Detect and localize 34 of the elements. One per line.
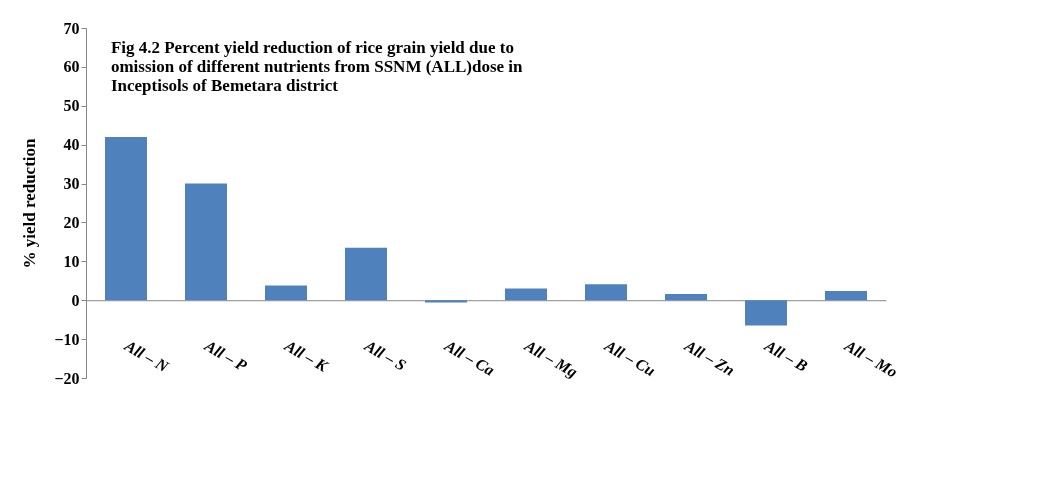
bar <box>265 285 307 301</box>
bar <box>505 288 547 301</box>
bar <box>185 183 227 301</box>
text: omission of different nutrients from SSNM (ALL)dose in <box>110 57 523 76</box>
bar <box>825 290 867 301</box>
x-tick-label: All – Mo <box>841 336 901 381</box>
bar <box>345 247 387 301</box>
x-tick-label: All – K <box>281 336 332 376</box>
text: Inceptisols of Bemetara district <box>110 76 338 95</box>
y-tick-label: −20 <box>54 369 80 387</box>
bar <box>425 300 467 303</box>
y-tick-label: 60 <box>63 58 80 76</box>
bar <box>745 300 787 326</box>
y-tick-label: 20 <box>63 213 80 231</box>
bar <box>585 284 627 301</box>
x-tick-label: All – Cu <box>601 336 659 380</box>
x-tick-label: All – Ca <box>441 336 498 379</box>
text: Fig 4.2 Percent yield reduction of rice grain yield due to <box>110 38 514 57</box>
x-tick-label: All – P <box>201 336 250 375</box>
y-axis-title: % yield reduction <box>20 137 40 269</box>
y-tick-label: 30 <box>63 175 80 193</box>
y-tick-label: 70 <box>63 19 80 37</box>
y-tick-label: 40 <box>63 136 80 154</box>
bar <box>665 294 707 301</box>
x-tick-label: All – S <box>361 336 410 374</box>
y-tick-label: 50 <box>63 97 80 115</box>
x-tick-label: All – Zn <box>681 336 738 379</box>
x-tick-label: All – B <box>761 336 811 375</box>
y-tick-label: 10 <box>63 252 80 270</box>
y-tick-label: −10 <box>54 330 80 348</box>
x-tick-label: All – Mg <box>520 336 581 382</box>
x-tick-label: All – N <box>121 336 173 376</box>
bar <box>105 136 147 301</box>
y-tick-label: 0 <box>71 291 80 309</box>
